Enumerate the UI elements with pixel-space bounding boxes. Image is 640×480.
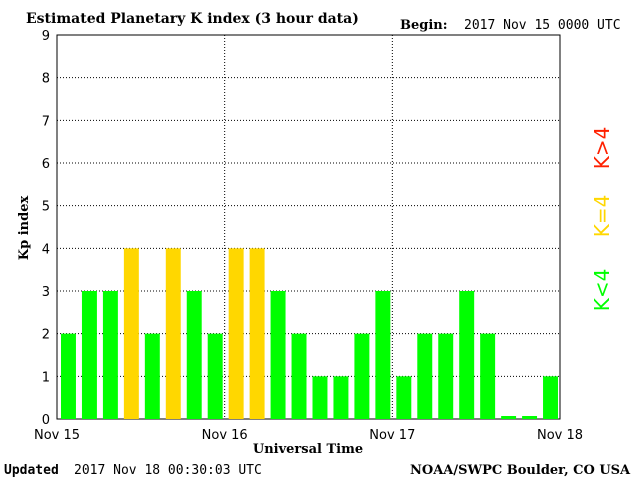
legend-k-below-4: K<4 xyxy=(590,269,614,312)
y-tick-label: 0 xyxy=(42,413,50,428)
y-tick-label: 8 xyxy=(42,72,50,87)
kp-bar xyxy=(228,248,244,419)
kp-bar xyxy=(291,333,307,419)
y-axis-label: Kp index xyxy=(17,196,32,261)
updated-value: 2017 Nov 18 00:30:03 UTC xyxy=(74,463,262,478)
y-tick-label: 7 xyxy=(42,114,50,129)
kp-bar xyxy=(501,416,517,419)
kp-bar xyxy=(102,291,118,419)
legend-k-above-4: K>4 xyxy=(590,127,614,170)
kp-bar xyxy=(165,248,181,419)
kp-bar xyxy=(144,333,160,419)
x-axis-ticks: Nov 15 Nov 16 Nov 17 Nov 18 xyxy=(34,428,583,443)
begin-label: Begin: xyxy=(400,18,448,33)
kp-bar xyxy=(61,333,76,419)
y-tick-label: 3 xyxy=(42,285,50,300)
kp-bar xyxy=(207,333,223,419)
x-tick-label: Nov 18 xyxy=(537,428,583,443)
kp-bar xyxy=(81,291,97,419)
kp-bar xyxy=(123,248,139,419)
kp-bar xyxy=(543,376,558,419)
y-tick-label: 5 xyxy=(42,200,50,215)
x-axis-label: Universal Time xyxy=(253,442,363,457)
x-tick-label: Nov 15 xyxy=(34,428,80,443)
kp-bar xyxy=(480,333,496,419)
source-credit: NOAA/SWPC Boulder, CO USA xyxy=(410,463,631,478)
bar-series xyxy=(61,248,558,419)
y-tick-label: 2 xyxy=(42,328,50,343)
kp-bar xyxy=(396,376,412,419)
kp-bar xyxy=(270,291,286,419)
y-tick-label: 6 xyxy=(42,157,50,172)
updated-label: Updated xyxy=(4,463,59,478)
x-tick-label: Nov 17 xyxy=(369,428,415,443)
kp-bar xyxy=(354,333,370,419)
grid-lines xyxy=(57,35,560,419)
kp-bar xyxy=(186,291,202,419)
kp-bar xyxy=(312,376,328,419)
kp-bar xyxy=(417,333,433,419)
begin-value: 2017 Nov 15 0000 UTC xyxy=(464,18,621,33)
y-axis-ticks: 0 1 2 3 4 5 6 7 8 9 xyxy=(42,29,50,428)
chart-title: Estimated Planetary K index (3 hour data… xyxy=(26,11,359,27)
kp-bar xyxy=(375,291,391,419)
y-tick-label: 9 xyxy=(42,29,50,44)
y-tick-label: 4 xyxy=(42,242,50,257)
kp-bar xyxy=(522,416,538,419)
x-tick-label: Nov 16 xyxy=(202,428,248,443)
y-tick-label: 1 xyxy=(42,370,50,385)
kp-bar xyxy=(333,376,349,419)
legend-k-equal-4: K=4 xyxy=(590,195,614,238)
kp-bar xyxy=(249,248,265,419)
plot-area xyxy=(56,34,561,420)
kp-bar xyxy=(459,291,475,419)
kp-bar xyxy=(438,333,454,419)
